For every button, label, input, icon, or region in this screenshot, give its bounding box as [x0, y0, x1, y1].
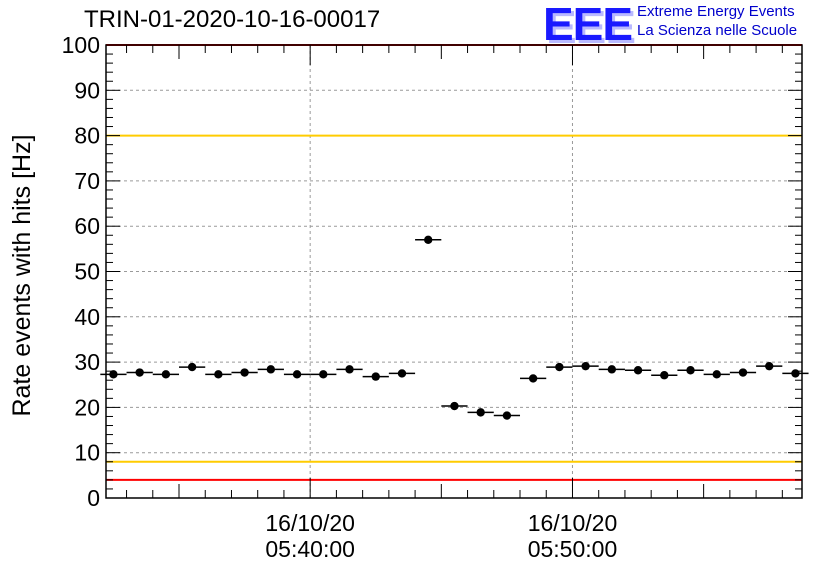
data-point — [292, 370, 302, 379]
y-tick-label: 10 — [74, 440, 100, 466]
y-tick-label: 30 — [74, 349, 100, 375]
data-point — [135, 368, 144, 377]
data-point — [555, 362, 564, 372]
y-tick-label: 50 — [74, 259, 100, 285]
data-point — [686, 366, 695, 375]
data-point — [214, 370, 223, 379]
data-point — [240, 368, 249, 377]
y-tick-label: 70 — [74, 168, 100, 194]
data-point — [266, 365, 276, 374]
data-point — [397, 369, 407, 378]
data-point — [633, 366, 643, 375]
data-point — [791, 369, 800, 378]
data-point — [109, 370, 118, 379]
data-point — [738, 368, 748, 377]
y-axis-label: Rate events with hits [Hz] — [8, 134, 36, 416]
y-tick-label: 0 — [87, 485, 100, 511]
data-point — [712, 370, 721, 379]
data-point — [319, 370, 328, 379]
x-tick-label-date: 16/10/20 — [528, 510, 618, 536]
data-point — [502, 411, 512, 420]
data-point — [345, 365, 354, 374]
chart-title: TRIN-01-2020-10-16-00017 — [84, 6, 381, 33]
data-point — [581, 361, 590, 371]
data-point — [476, 408, 485, 417]
y-tick-label: 20 — [74, 394, 100, 420]
logo-line-2: La Scienza nelle Scuole — [637, 22, 798, 39]
data-point — [528, 374, 538, 383]
y-tick-label: 90 — [74, 77, 100, 103]
data-point — [765, 361, 774, 371]
data-point — [607, 365, 617, 374]
y-tick-label: 80 — [74, 123, 100, 149]
data-point — [187, 362, 197, 372]
x-tick-label-time: 05:40:00 — [265, 536, 355, 562]
data-point — [371, 372, 380, 381]
data-point — [450, 401, 459, 411]
y-tick-label: 60 — [74, 213, 100, 239]
data-point — [424, 235, 433, 244]
y-tick-label: 100 — [62, 32, 100, 58]
data-point — [660, 371, 669, 380]
eee-logo: EEE — [543, 0, 633, 50]
x-tick-label-date: 16/10/20 — [265, 510, 355, 536]
data-point — [161, 370, 171, 379]
x-tick-label-time: 05:50:00 — [528, 536, 618, 562]
logo-line-1: Extreme Energy Events — [637, 3, 795, 20]
y-tick-label: 40 — [74, 304, 100, 330]
